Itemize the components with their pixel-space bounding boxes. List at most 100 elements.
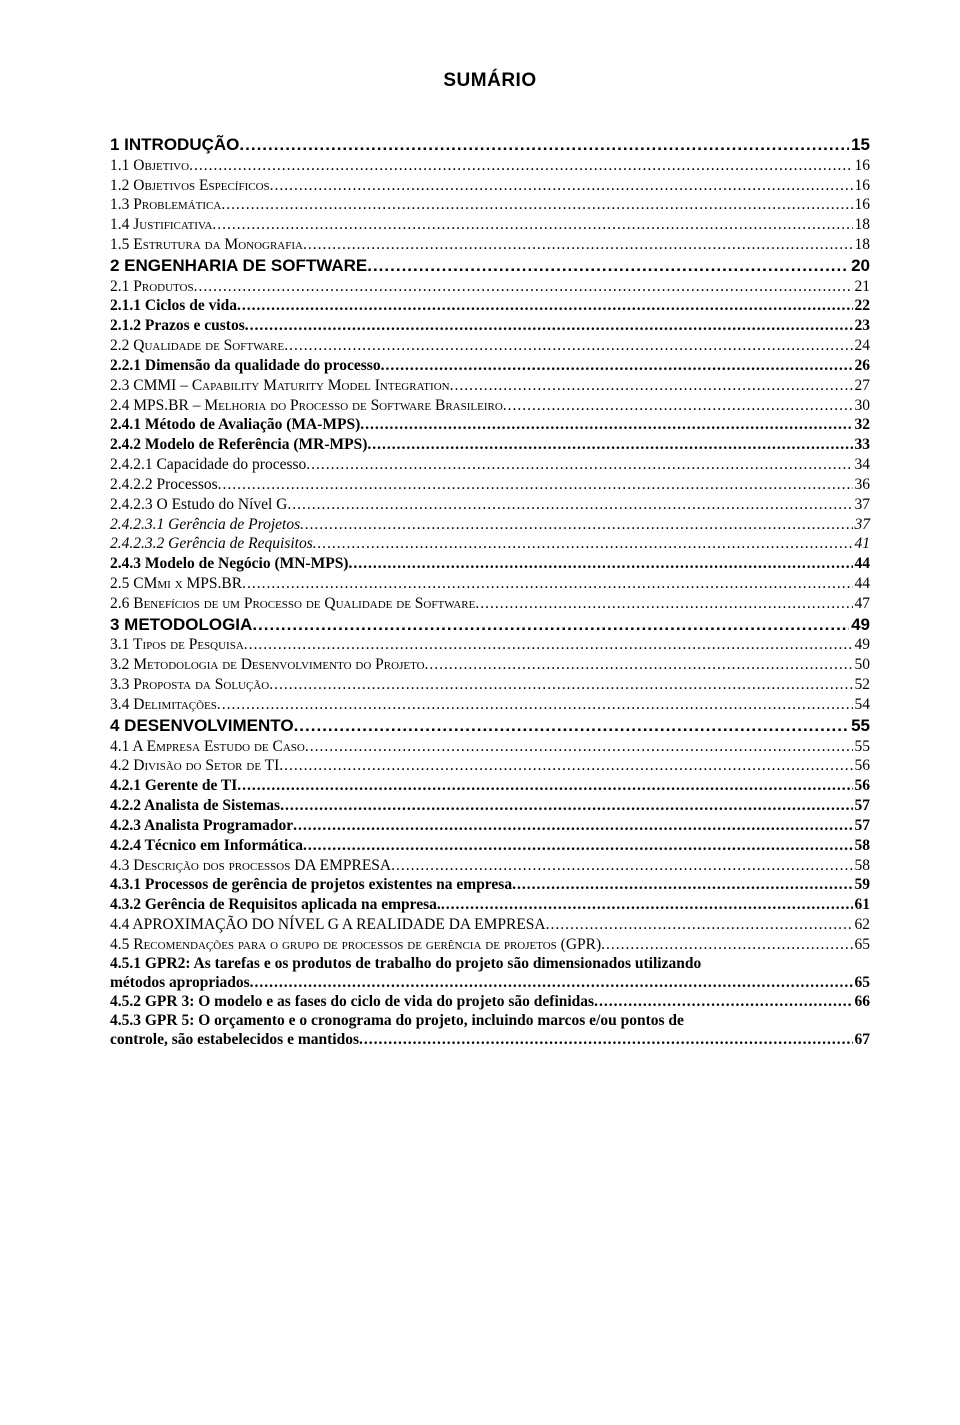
toc-label: 4.2.4 Técnico em Informática [110,836,303,856]
toc-leader-dots [359,1030,853,1050]
toc-leader-dots [287,495,852,515]
toc-leader-dots [189,156,852,176]
toc-entry: 4.3.1 Processos de gerência de projetos … [110,875,870,895]
toc-entry: 3.2 Metodologia de Desenvolvimento do Pr… [110,655,870,675]
toc-entry: 1 INTRODUÇÃO15 [110,134,870,156]
toc-entry: 2.4.2.3.2 Gerência de Requisitos41 [110,534,870,554]
toc-entry: 1.4 Justificativa18 [110,215,870,235]
toc-leader-dots [313,534,853,554]
toc-leader-dots [300,515,852,535]
toc-entry: 4.2.2 Analista de Sistemas57 [110,796,870,816]
toc-leader-dots [546,915,853,935]
toc-leader-dots [280,796,852,816]
toc-entry: 2.4.3 Modelo de Negócio (MN-MPS)44 [110,554,870,574]
toc-label: 2.4.2.1 Capacidade do processo [110,455,306,475]
toc-label: 2 ENGENHARIA DE SOFTWARE [110,255,367,277]
toc-page-number: 16 [853,176,871,196]
toc-page-number: 67 [853,1030,871,1050]
toc-entry: 4.5.2 GPR 3: O modelo e as fases do cicl… [110,992,870,1012]
toc-leader-dots [212,215,852,235]
toc-page-number: 37 [853,495,871,515]
toc-leader-dots [360,415,852,435]
page-title: SUMÁRIO [110,70,870,92]
toc-entry: 2.1.1 Ciclos de vida22 [110,296,870,316]
toc-label: 4.5 Recomendações para o grupo de proces… [110,935,601,955]
toc-entry: controle, são estabelecidos e mantidos67 [110,1030,870,1050]
toc-page-number: 54 [853,695,871,715]
toc-page-number: 16 [853,156,871,176]
toc-leader-dots [239,134,849,156]
toc-page-number: 58 [853,856,871,876]
toc-entry: 1.5 Estrutura da Monografia18 [110,235,870,255]
toc-page-number: 27 [853,376,871,396]
toc-page-number: 55 [853,737,871,757]
toc-label: 4.3.1 Processos de gerência de projetos … [110,875,512,895]
toc-page-number: 15 [849,134,870,156]
toc-label: 3 METODOLOGIA [110,614,252,636]
toc-label: 2.1 Produtos [110,277,194,297]
toc-label: 2.4.3 Modelo de Negócio (MN-MPS) [110,554,348,574]
toc-page-number: 44 [853,574,871,594]
toc-entry: 2.4.2.2 Processos36 [110,475,870,495]
toc-page-number: 26 [853,356,871,376]
toc-page-number: 41 [853,534,871,554]
toc-leader-dots [348,554,852,574]
toc-page-number: 61 [853,895,871,915]
toc-page-number: 32 [853,415,871,435]
toc-label: 4.3.2 Gerência de Requisitos aplicada na… [110,895,441,915]
toc-leader-dots [218,475,853,495]
toc-page-number: 58 [853,836,871,856]
toc-entry: 4.5.3 GPR 5: O orçamento e o cronograma … [110,1012,870,1030]
toc-label: 1.5 Estrutura da Monografia [110,235,303,255]
toc-leader-dots [303,836,853,856]
toc-label: 2.4.1 Método de Avaliação (MA-MPS) [110,415,360,435]
toc-entry: 2.1.2 Prazos e custos 23 [110,316,870,336]
toc-label: 2.1.2 Prazos e custos [110,316,245,336]
toc-page-number: 30 [853,396,871,416]
toc-leader-dots [475,594,852,614]
toc-page-number: 47 [853,594,871,614]
toc-leader-dots [601,935,852,955]
toc-leader-dots [450,376,853,396]
toc-leader-dots [503,396,853,416]
toc-page-number: 52 [853,675,871,695]
toc-label: 2.2.1 Dimensão da qualidade do processo [110,356,381,376]
toc-page-number: 18 [853,215,871,235]
toc-entry: 2.4.1 Método de Avaliação (MA-MPS) 32 [110,415,870,435]
toc-page-number: 65 [853,935,871,955]
toc-entry: 1.3 Problemática16 [110,195,870,215]
toc-entry: 2.6 Benefícios de um Processo de Qualida… [110,594,870,614]
toc-page-number: 23 [853,316,871,336]
toc-entry: 2 ENGENHARIA DE SOFTWARE20 [110,255,870,277]
toc-entry: 4.2.3 Analista Programador 57 [110,816,870,836]
toc-label: 2.4.2.3.1 Gerência de Projetos [110,515,300,535]
toc-entry: 3.4 Delimitações 54 [110,695,870,715]
toc-entry: 4.5.1 GPR2: As tarefas e os produtos de … [110,955,870,973]
toc-entry: 4 DESENVOLVIMENTO55 [110,715,870,737]
toc-label: 2.1.1 Ciclos de vida [110,296,237,316]
toc-entry: 1.2 Objetivos Específicos16 [110,176,870,196]
toc-page-number: 33 [853,435,871,455]
toc-leader-dots [367,435,852,455]
toc-leader-dots [441,895,853,915]
toc-entry: 2.4.2.3 O Estudo do Nível G37 [110,495,870,515]
toc-entry: 2.3 CMMI – Capability Maturity Model Int… [110,376,870,396]
toc-label: 4.2 Divisão do Setor de TI [110,756,279,776]
toc-entry: 2.2 Qualidade de Software24 [110,336,870,356]
toc-label: 4.5.2 GPR 3: O modelo e as fases do cicl… [110,992,594,1012]
toc-page-number: 16 [853,195,871,215]
toc-page-number: 56 [853,756,871,776]
toc-leader-dots [242,574,852,594]
toc-page-number: 62 [853,915,871,935]
toc-leader-dots [305,737,853,757]
toc-label: 4.2.3 Analista Programador [110,816,293,836]
toc-leader-dots [270,176,853,196]
toc-leader-dots [425,655,853,675]
toc-page-number: 57 [853,816,871,836]
toc-entry: 4.1 A Empresa Estudo de Caso 55 [110,737,870,757]
toc-label: 3.4 Delimitações [110,695,217,715]
toc-leader-dots [244,635,853,655]
toc-label: 4.4 APROXIMAÇÃO DO NÍVEL G A REALIDADE D… [110,915,546,935]
toc-label: 4.1 A Empresa Estudo de Caso [110,737,305,757]
toc-leader-dots [594,992,852,1012]
